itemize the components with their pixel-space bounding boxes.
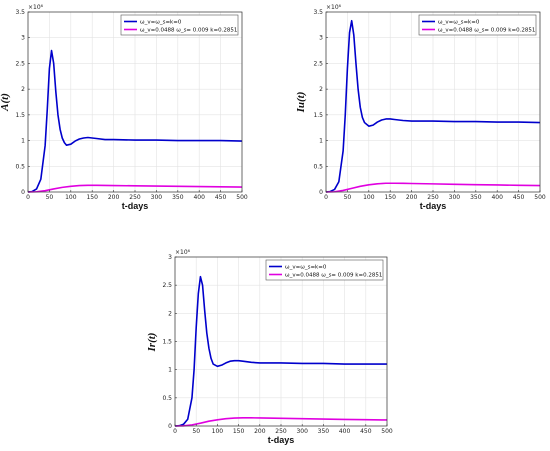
y-axis-label: Iu(t) — [295, 92, 307, 114]
panel-ir: 0 50 100 150 200 250 300 350 400 450 500 0 0.5 1 1.5 2 2… — [146, 249, 393, 445]
legend-entry-1: ω_v=0.0488 ω_s= 0.009 k=0.2851 — [438, 28, 535, 34]
x-tick-label: 450 — [215, 194, 227, 201]
x-tick-label: 100 — [65, 194, 77, 201]
x-tick-label: 300 — [449, 194, 461, 201]
y-tick-label: 3.5 — [313, 9, 323, 16]
y-tick-label: 2 — [168, 310, 172, 317]
x-tick-label: 150 — [86, 194, 98, 201]
x-tick-label: 100 — [212, 428, 224, 435]
x-tick-label: 250 — [427, 194, 439, 201]
x-tick-label: 400 — [339, 428, 351, 435]
x-tick-label: 350 — [172, 194, 184, 201]
y-tick-label: 1.5 — [162, 339, 172, 346]
x-tick-label: 50 — [46, 194, 54, 201]
y-tick-label: 0 — [319, 189, 323, 196]
y-tick-label: 2 — [319, 86, 323, 93]
panel-a: 0 50 100 150 200 250 300 350 400 450 500 0 0.5 1 1.5 2 2… — [0, 4, 248, 211]
y-axis-label: Ir(t) — [146, 333, 158, 353]
series-line-1 — [325, 182, 541, 193]
legend-entry-0: ω_v=ω_s=k=0 — [140, 20, 182, 26]
y-tick-label: 0.5 — [15, 163, 25, 170]
y-tick-label: 2 — [21, 86, 25, 93]
y-tick-label: 3.5 — [15, 9, 25, 16]
y-exponent-label: ×10⁶ — [326, 4, 342, 11]
y-tick-label: 0 — [21, 189, 25, 196]
x-tick-label: 200 — [108, 194, 120, 201]
y-tick-label: 0.5 — [162, 395, 172, 402]
series-line-1 — [174, 417, 388, 427]
panel-iu: 0 50 100 150 200 250 300 350 400 450 500 0 0.5 1 1.5 2 2… — [295, 4, 546, 211]
y-tick-label: 1.5 — [15, 112, 25, 119]
series-line-0 — [325, 19, 541, 193]
x-tick-label: 500 — [236, 194, 248, 201]
y-tick-label: 1 — [168, 367, 172, 374]
x-tick-label: 500 — [381, 428, 393, 435]
x-tick-label: 400 — [193, 194, 205, 201]
y-tick-label: 0.5 — [313, 163, 323, 170]
legend-entry-0: ω_v=ω_s=k=0 — [285, 265, 327, 271]
x-tick-label: 0 — [26, 194, 30, 201]
x-tick-label: 250 — [129, 194, 141, 201]
x-tick-label: 200 — [406, 194, 418, 201]
series-line-0 — [174, 275, 387, 427]
x-tick-label: 150 — [233, 428, 245, 435]
x-tick-label: 150 — [384, 194, 396, 201]
y-tick-label: 0 — [168, 423, 172, 430]
y-tick-label: 2.5 — [15, 60, 25, 67]
x-axis-label: t-days — [122, 201, 149, 211]
y-exponent-label: ×10⁶ — [28, 4, 44, 11]
y-exponent-label: ×10⁶ — [175, 249, 191, 256]
legend-box — [120, 14, 239, 36]
legend-entry-0: ω_v=ω_s=k=0 — [438, 20, 480, 26]
x-tick-label: 400 — [491, 194, 503, 201]
legend-entry-1: ω_v=0.0488 ω_s= 0.009 k=0.2851 — [285, 273, 382, 279]
x-tick-label: 450 — [360, 428, 372, 435]
legend-entry-1: ω_v=0.0488 ω_s= 0.009 k=0.2851 — [140, 28, 237, 34]
y-tick-label: 3 — [168, 254, 172, 261]
y-tick-label: 3 — [319, 35, 323, 42]
y-tick-label: 2.5 — [313, 60, 323, 67]
x-tick-label: 0 — [324, 194, 328, 201]
legend-box — [265, 259, 384, 281]
x-axis-label: t-days — [420, 201, 447, 211]
x-tick-label: 0 — [173, 428, 177, 435]
x-tick-label: 100 — [363, 194, 375, 201]
y-tick-label: 1 — [21, 138, 25, 145]
x-axis-label: t-days — [268, 435, 295, 445]
x-tick-label: 250 — [275, 428, 287, 435]
x-tick-label: 450 — [513, 194, 525, 201]
y-tick-label: 3 — [21, 35, 25, 42]
x-tick-label: 300 — [151, 194, 163, 201]
x-tick-label: 50 — [192, 428, 200, 435]
legend-box — [418, 14, 537, 36]
x-tick-label: 300 — [296, 428, 308, 435]
x-tick-label: 350 — [318, 428, 330, 435]
x-tick-label: 200 — [254, 428, 266, 435]
y-tick-label: 2.5 — [162, 282, 172, 289]
y-axis-label: A(t) — [0, 93, 11, 112]
x-tick-label: 500 — [534, 194, 546, 201]
x-tick-label: 50 — [344, 194, 352, 201]
x-tick-label: 350 — [470, 194, 482, 201]
series-line-1 — [27, 184, 243, 193]
y-tick-label: 1 — [319, 138, 323, 145]
y-tick-label: 1.5 — [313, 112, 323, 119]
series-line-0 — [27, 49, 243, 193]
